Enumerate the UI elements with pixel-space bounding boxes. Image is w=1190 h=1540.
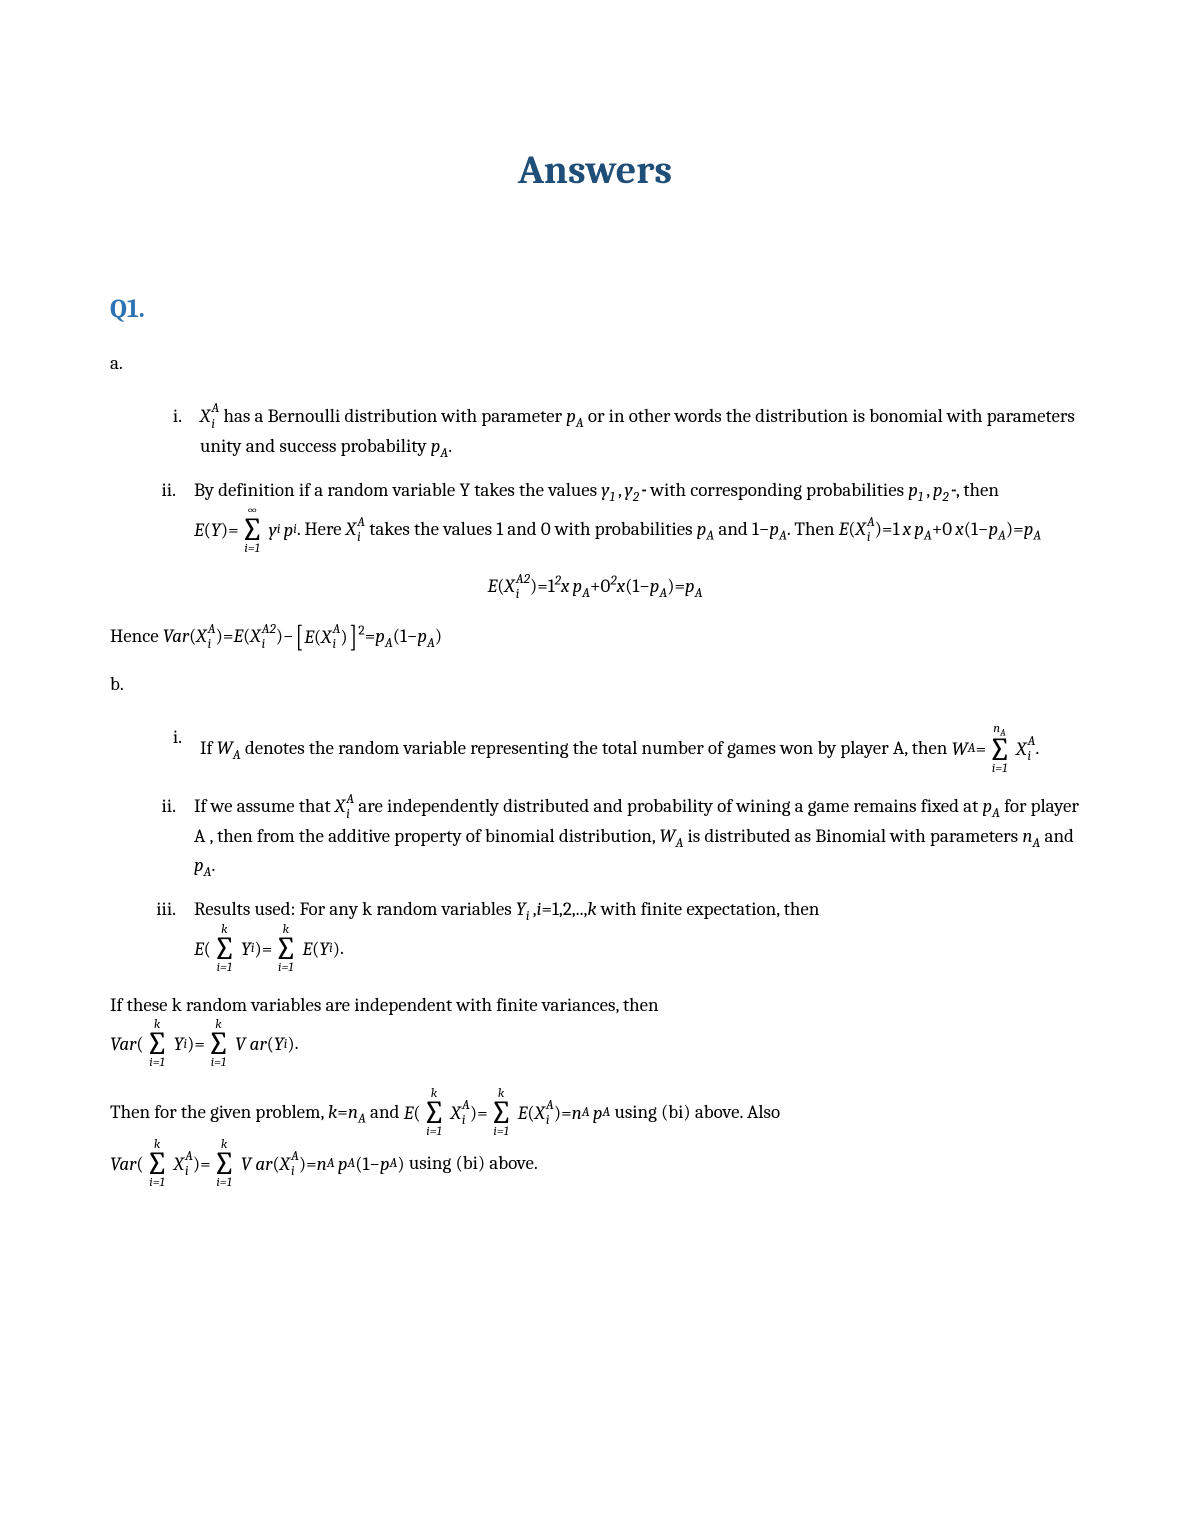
b-ii-e: and bbox=[1040, 825, 1074, 847]
part-b-label: b. bbox=[110, 670, 1080, 699]
a-ii-num: ii. bbox=[140, 476, 194, 505]
b-i-a: If bbox=[200, 737, 217, 759]
b-iii-num: iii. bbox=[140, 895, 194, 924]
b-ii-a: If we assume that bbox=[194, 795, 335, 817]
part-b-list: i. If WA denotes the random variable rep… bbox=[110, 723, 1080, 776]
a-i-end: . bbox=[448, 435, 452, 457]
page-title: Answers bbox=[110, 140, 1080, 200]
a-ii-1g: . Then bbox=[787, 518, 839, 540]
b-ii-num: ii. bbox=[140, 792, 194, 821]
then-c: using (bi) above. Also bbox=[610, 1101, 780, 1123]
a-ii-1b: with corresponding probabilities bbox=[646, 479, 908, 501]
then-a: Then for the given problem, bbox=[110, 1101, 328, 1123]
b-ii-b: are independently distributed and probab… bbox=[354, 795, 982, 817]
a-ii-1a: By definition if a random variable Y tak… bbox=[194, 479, 601, 501]
b-i-num: i. bbox=[110, 723, 200, 752]
indep-b: . bbox=[295, 1032, 299, 1054]
b-iii-body: Results used: For any k random variables… bbox=[194, 895, 1080, 974]
b-i-body: If WA denotes the random variable repres… bbox=[200, 723, 1080, 776]
then-b: and bbox=[366, 1101, 404, 1123]
a-i-body: XAi has a Bernoulli distribution with pa… bbox=[200, 402, 1080, 461]
q1-heading: Q1. bbox=[110, 290, 1080, 329]
hence-txt: Hence bbox=[110, 625, 163, 647]
b-iii-a: Results used: For any k random variables bbox=[194, 898, 516, 920]
part-b-list2: ii. If we assume that XAi are independen… bbox=[140, 792, 1080, 975]
a-ii-1f: and bbox=[714, 518, 752, 540]
hence-line: Hence Var(XAi)=E(XA2i)−[E(XAi)]2=pA(1−pA… bbox=[110, 622, 1080, 652]
then-d: using (bi) above. bbox=[405, 1152, 538, 1174]
indep-a: If these k random variables are independ… bbox=[110, 994, 659, 1016]
a-i-pre: has a Bernoulli distribution with parame… bbox=[219, 405, 566, 427]
b-iii-b: with finite expectation, then bbox=[597, 898, 820, 920]
a-i-num: i. bbox=[110, 402, 200, 431]
b-i-b: denotes the random variable representing… bbox=[241, 737, 952, 759]
a-ii-1d: . Here bbox=[297, 518, 346, 540]
a-ii-body: By definition if a random variable Y tak… bbox=[194, 476, 1080, 555]
b-ii-d: is distributed as Binomial with paramete… bbox=[683, 825, 1022, 847]
b-ii-body: If we assume that XAi are independently … bbox=[194, 792, 1080, 879]
eq-ex2: E(XA2i)=12x pA+02x(1−pA)=pA bbox=[110, 572, 1080, 602]
then-para: Then for the given problem, k=nA and E(k… bbox=[110, 1088, 1080, 1190]
indep-para: If these k random variables are independ… bbox=[110, 991, 1080, 1070]
a-ii-1e: takes the values 1 and 0 with probabilit… bbox=[365, 518, 697, 540]
b-iii-c: . bbox=[340, 937, 344, 959]
a-ii-1c: , then bbox=[956, 479, 999, 501]
part-a-label: a. bbox=[110, 349, 1080, 378]
part-a-list: i. XAi has a Bernoulli distribution with… bbox=[110, 402, 1080, 461]
part-a-list2: ii. By definition if a random variable Y… bbox=[140, 476, 1080, 555]
b-ii-f: . bbox=[211, 854, 215, 876]
b-i-c: . bbox=[1035, 737, 1039, 759]
